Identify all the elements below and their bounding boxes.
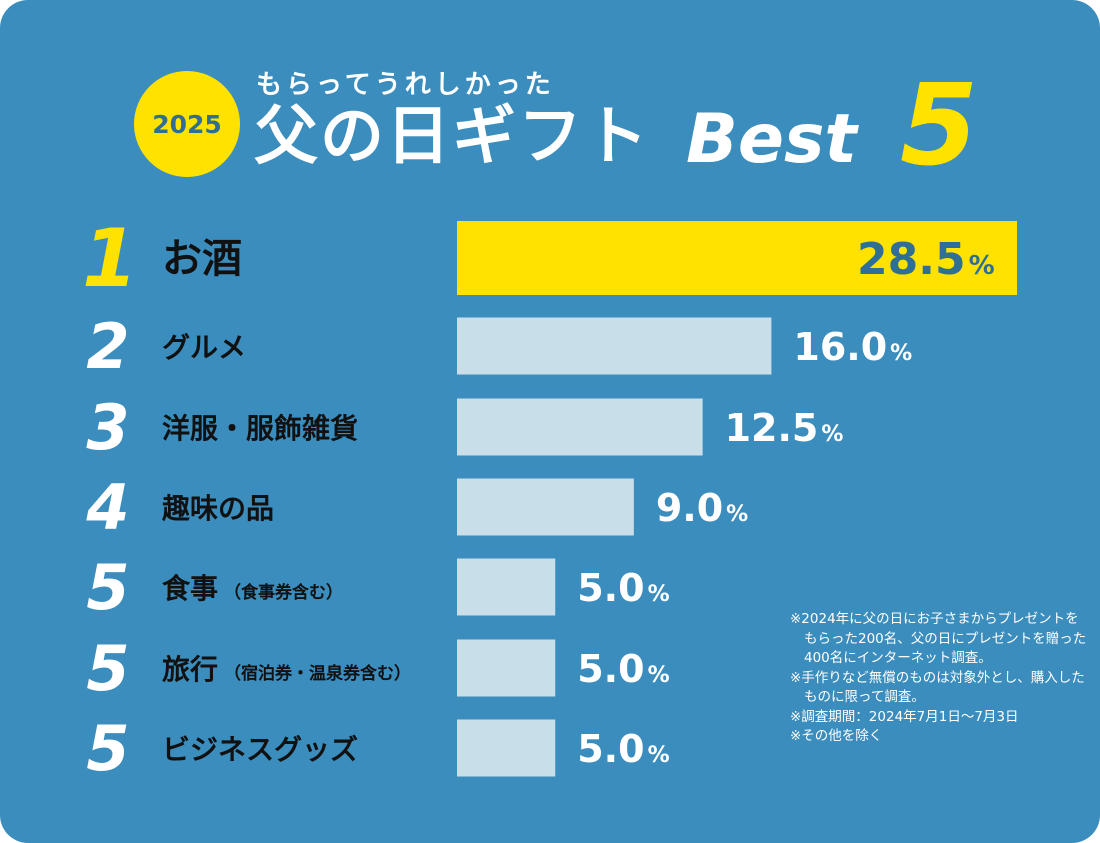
rank-number: 3 [86, 391, 129, 464]
bar [457, 478, 634, 536]
rank-number: 4 [85, 471, 129, 544]
bar [457, 719, 556, 777]
footnote: ※2024年に父の日にお子さまからプレゼントをもらった200名、父の日にプレゼン… [790, 611, 1087, 666]
category-note: （宿泊券・温泉券含む） [224, 663, 411, 684]
category-label: 洋服・服飾雑貨 [162, 412, 358, 445]
value-label: 5.0% [577, 647, 669, 691]
year-text: 2025 [152, 109, 222, 139]
unit-label: % [821, 422, 843, 447]
category-label: 旅行 （宿泊券・温泉券含む） [162, 653, 411, 686]
title-main: 父の日ギフト [254, 100, 650, 174]
title-five: 5 [900, 61, 978, 191]
category-label: グルメ [162, 331, 246, 364]
unit-label: % [890, 341, 912, 366]
unit-label: % [648, 743, 670, 768]
category-label: 趣味の品 [162, 492, 274, 525]
year-badge: 2025 [134, 71, 240, 177]
category-label: お酒 [162, 236, 242, 282]
rank-number: 5 [86, 551, 129, 624]
footnote: ※手作りなど無償のものは対象外とし、購入したものに限って調査。 [790, 669, 1085, 706]
unit-label: % [648, 582, 670, 607]
footnote: ※調査期間：2024年7月1日〜7月3日 [790, 708, 1019, 725]
category-label: 食事 （食事券含む） [162, 572, 343, 605]
subtitle: もらってうれしかった [256, 70, 555, 100]
bar [457, 639, 556, 697]
unit-label: % [726, 502, 748, 527]
rank-number: 2 [86, 310, 129, 383]
category-label: ビジネスグッズ [162, 733, 358, 766]
value-label: 5.0% [577, 566, 669, 610]
rank-number: 1 [82, 212, 138, 305]
title-best: Best [686, 100, 857, 179]
value-label: 9.0% [656, 486, 748, 530]
bar [457, 398, 703, 456]
value-label: 16.0% [793, 325, 912, 369]
rank-number: 5 [86, 632, 129, 705]
value-label: 12.5% [725, 406, 844, 450]
value-label: 5.0% [577, 727, 669, 771]
bar [457, 558, 556, 616]
bar [457, 317, 772, 375]
unit-label: % [969, 251, 995, 281]
unit-label: % [648, 663, 670, 688]
rank-number: 5 [86, 712, 129, 785]
footnote: ※その他を除く [790, 728, 883, 744]
category-note: （食事券含む） [224, 582, 343, 603]
bar [457, 221, 1017, 295]
footnotes: ※2024年に父の日にお子さまからプレゼントをもらった200名、父の日にプレゼン… [790, 610, 1090, 747]
